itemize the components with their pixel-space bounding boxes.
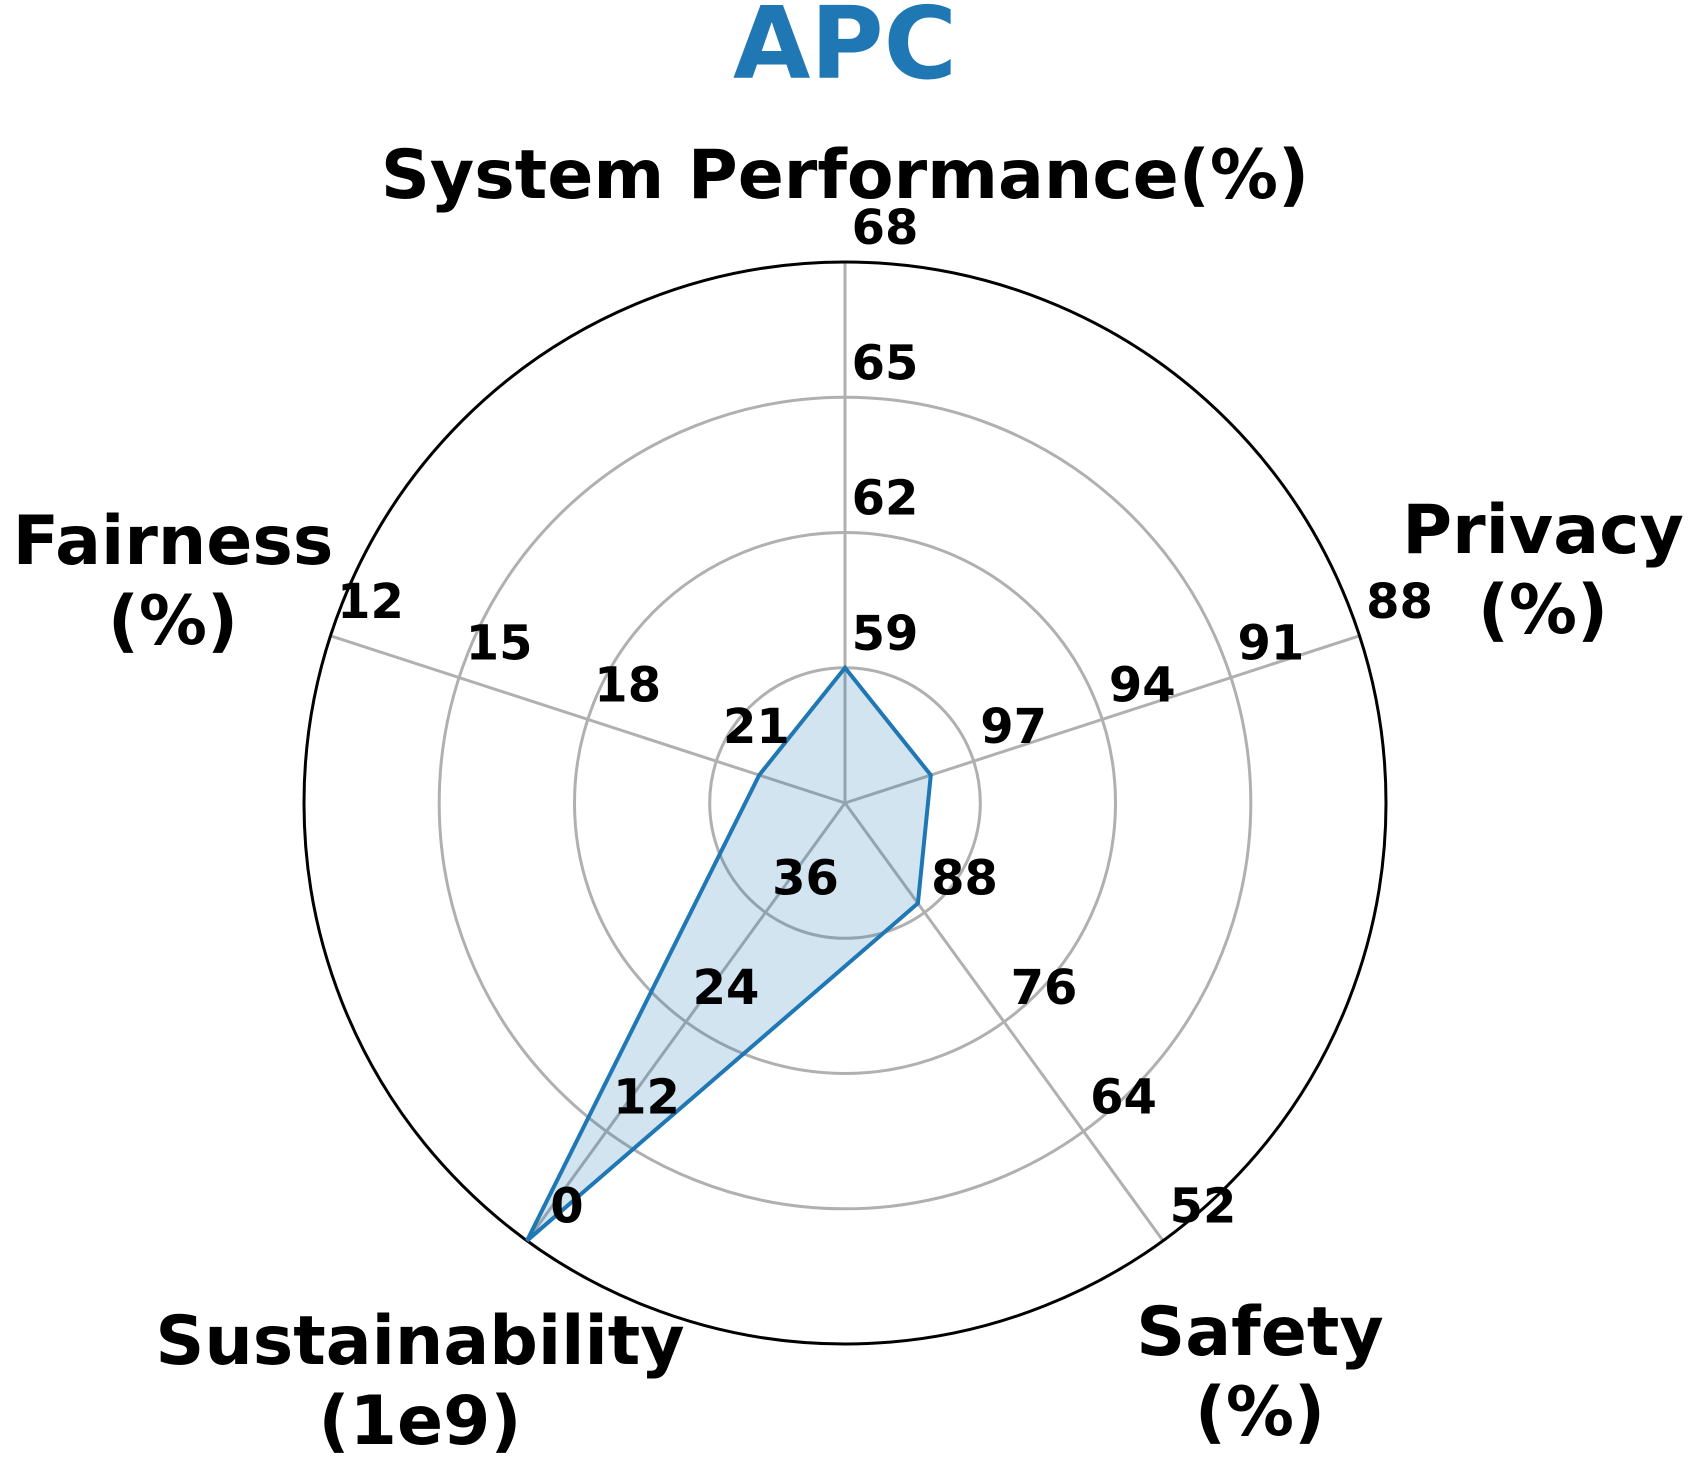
spoke-line-3: [843, 802, 1165, 1242]
axis-label: Privacy: [1402, 491, 1684, 570]
tick-label: 36: [772, 850, 839, 906]
tick-label: 15: [466, 616, 533, 672]
axis-label: Sustainability: [155, 1302, 684, 1381]
tick-label: 91: [1238, 616, 1305, 672]
axis-label: Fairness: [13, 502, 334, 581]
tick-label: 88: [931, 850, 998, 906]
tick-label: 24: [693, 960, 760, 1016]
tick-label: 12: [337, 574, 404, 630]
tick-label: 94: [1109, 657, 1176, 713]
tick-label: 76: [1011, 960, 1078, 1016]
series-polygon-1: [525, 664, 933, 1243]
radar-axis-labels: System Performance(%)Privacy(%)Safety(%)…: [13, 136, 1684, 1461]
axis-label: System Performance(%): [381, 136, 1309, 215]
radar-series: [525, 664, 933, 1243]
axis-label: (%): [108, 582, 238, 661]
tick-label: 0: [550, 1179, 583, 1235]
tick-label: 68: [852, 200, 919, 256]
axis-label: (1e9): [319, 1382, 522, 1461]
tick-label: 97: [980, 699, 1047, 755]
outer-frame: [302, 260, 1388, 1346]
tick-label: 62: [852, 471, 919, 527]
tick-label: 12: [613, 1069, 680, 1125]
tick-label: 18: [594, 657, 661, 713]
tick-label: 59: [852, 606, 919, 662]
tick-label: 64: [1090, 1069, 1157, 1125]
axis-label: Safety: [1136, 1293, 1383, 1372]
axis-label: (%): [1195, 1373, 1325, 1452]
axis-label: (%): [1478, 571, 1608, 650]
tick-label: 88: [1366, 574, 1433, 630]
spoke-line-4: [525, 802, 847, 1242]
tick-label: 52: [1170, 1179, 1237, 1235]
tick-label: 21: [723, 699, 790, 755]
chart-title: APC: [733, 0, 957, 102]
tick-label: 65: [852, 335, 919, 391]
